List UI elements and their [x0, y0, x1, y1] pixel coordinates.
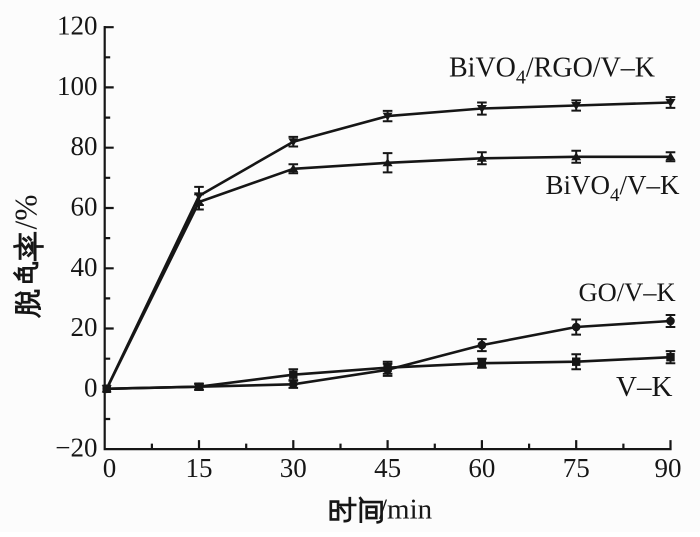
svg-text:60: 60 [71, 192, 98, 222]
svg-text:30: 30 [280, 453, 307, 483]
svg-text:/min: /min [379, 494, 433, 526]
svg-text:20: 20 [71, 312, 98, 342]
svg-text:0: 0 [103, 453, 117, 483]
svg-text:40: 40 [71, 252, 98, 282]
svg-text:100: 100 [57, 71, 98, 101]
svg-text:GO/V–K: GO/V–K [579, 277, 676, 307]
svg-text:60: 60 [468, 453, 495, 483]
svg-text:15: 15 [186, 453, 213, 483]
svg-text:/%: /% [9, 195, 44, 230]
svg-text:120: 120 [57, 11, 98, 41]
svg-text:75: 75 [563, 453, 590, 483]
svg-text:80: 80 [71, 131, 98, 161]
svg-text:−20: −20 [55, 433, 97, 463]
svg-text:90: 90 [655, 453, 682, 483]
svg-text:BiVO4/RGO/V–K: BiVO4/RGO/V–K [449, 53, 655, 89]
svg-text:V–K: V–K [616, 371, 672, 403]
svg-text:0: 0 [84, 372, 98, 402]
svg-text:45: 45 [374, 453, 401, 483]
